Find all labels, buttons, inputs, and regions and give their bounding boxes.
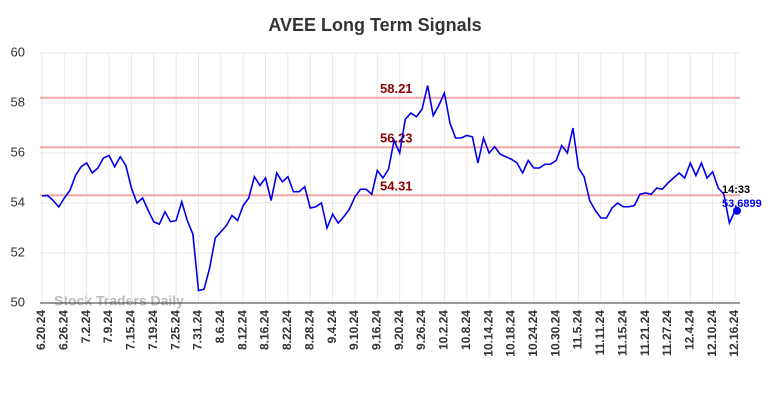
x-tick-label: 12.10.24 bbox=[705, 310, 719, 357]
x-tick-label: 8.6.24 bbox=[213, 310, 227, 344]
x-tick-label: 7.15.24 bbox=[124, 310, 138, 350]
x-tick-label: 11.27.24 bbox=[660, 310, 674, 356]
x-tick-label: 7.2.24 bbox=[79, 310, 93, 344]
x-tick-label: 11.21.24 bbox=[638, 310, 652, 356]
x-tick-label: 11.15.24 bbox=[615, 310, 629, 356]
x-tick-label: 10.30.24 bbox=[548, 310, 562, 357]
last-point bbox=[733, 206, 741, 215]
x-tick-label: 8.16.24 bbox=[258, 310, 272, 350]
y-tick-label: 52 bbox=[11, 244, 25, 259]
x-tick-label: 10.2.24 bbox=[437, 310, 451, 350]
last-time: 14:33 bbox=[722, 184, 750, 196]
x-tick-label: 9.10.24 bbox=[347, 310, 361, 350]
x-tick-label: 8.28.24 bbox=[302, 310, 316, 350]
x-tick-label: 9.26.24 bbox=[414, 310, 428, 350]
x-tick-label: 8.22.24 bbox=[280, 310, 294, 350]
y-tick-label: 56 bbox=[11, 144, 25, 159]
chart-title: AVEE Long Term Signals bbox=[268, 15, 481, 35]
x-tick-label: 10.8.24 bbox=[459, 310, 473, 350]
signal-label: 58.21 bbox=[380, 81, 413, 96]
y-tick-label: 54 bbox=[11, 194, 25, 209]
x-tick-label: 10.18.24 bbox=[504, 310, 518, 357]
signal-label: 54.31 bbox=[380, 179, 413, 194]
y-tick-label: 50 bbox=[11, 294, 25, 309]
x-tick-label: 7.9.24 bbox=[101, 310, 115, 344]
x-tick-label: 7.19.24 bbox=[146, 310, 160, 350]
x-tick-label: 9.20.24 bbox=[392, 310, 406, 350]
last-value: 53.6899 bbox=[722, 198, 762, 210]
y-tick-label: 58 bbox=[11, 94, 25, 109]
x-tick-label: 8.12.24 bbox=[235, 310, 249, 350]
x-tick-label: 6.26.24 bbox=[57, 310, 71, 350]
signal-label: 56.23 bbox=[380, 131, 413, 146]
y-tick-label: 60 bbox=[11, 44, 25, 59]
x-tick-label: 6.20.24 bbox=[34, 310, 48, 350]
x-tick-label: 10.24.24 bbox=[526, 310, 540, 357]
price-line bbox=[41, 85, 736, 292]
x-tick-label: 10.14.24 bbox=[481, 310, 495, 357]
x-tick-label: 11.5.24 bbox=[571, 310, 585, 350]
x-tick-label: 9.4.24 bbox=[325, 310, 339, 344]
x-tick-label: 7.25.24 bbox=[168, 310, 182, 350]
x-tick-label: 11.11.24 bbox=[593, 310, 607, 356]
x-tick-label: 7.31.24 bbox=[191, 310, 205, 350]
x-tick-label: 12.16.24 bbox=[727, 310, 741, 357]
watermark: Stock Traders Daily bbox=[54, 293, 184, 309]
x-tick-label: 9.16.24 bbox=[369, 310, 383, 350]
x-tick-label: 12.4.24 bbox=[682, 310, 696, 350]
